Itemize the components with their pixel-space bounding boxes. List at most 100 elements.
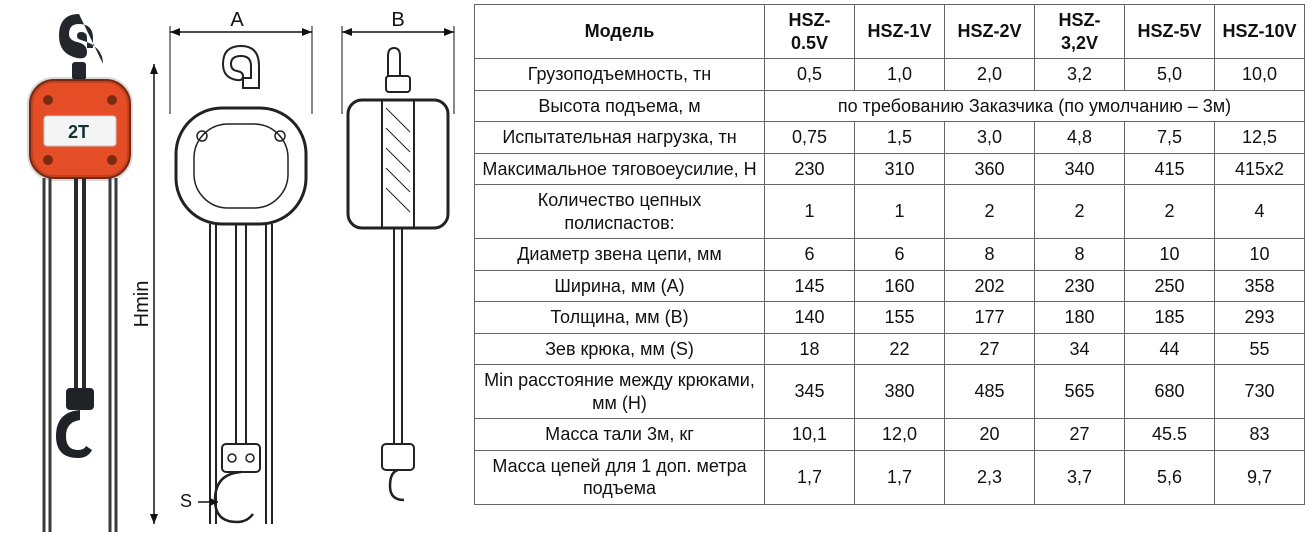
table-row: Толщина, мм (B)140155177180185293 — [475, 302, 1305, 334]
cell: 230 — [1035, 270, 1125, 302]
cell: 6 — [855, 239, 945, 271]
cell: 27 — [1035, 419, 1125, 451]
cell: 4,8 — [1035, 122, 1125, 154]
row-label: Грузоподъемность, тн — [475, 59, 765, 91]
row-label: Высота подъема, м — [475, 90, 765, 122]
cell: 155 — [855, 302, 945, 334]
col-model: Модель — [475, 5, 765, 59]
table-row: Масса тали 3м, кг10,112,0202745.583 — [475, 419, 1305, 451]
cell: 1 — [765, 185, 855, 239]
header-row: Модель HSZ-0.5V HSZ-1V HSZ-2V HSZ-3,2V H… — [475, 5, 1305, 59]
cell: 8 — [945, 239, 1035, 271]
dim-label-b: B — [391, 9, 404, 31]
dim-label-s: S — [180, 491, 192, 511]
cell: 22 — [855, 333, 945, 365]
cell: 358 — [1215, 270, 1305, 302]
cell: 10 — [1125, 239, 1215, 271]
cell: 565 — [1035, 365, 1125, 419]
row-label: Диаметр звена цепи, мм — [475, 239, 765, 271]
cell: 680 — [1125, 365, 1215, 419]
cell: 293 — [1215, 302, 1305, 334]
side-view: B — [342, 9, 454, 500]
cell: 380 — [855, 365, 945, 419]
row-label: Ширина, мм (A) — [475, 270, 765, 302]
table-row: Ширина, мм (A)145160202230250358 — [475, 270, 1305, 302]
cell: 45.5 — [1125, 419, 1215, 451]
col-hsz-3-2v: HSZ-3,2V — [1035, 5, 1125, 59]
table-row: Максимальное тяговоеусилие, Н23031036034… — [475, 153, 1305, 185]
table-row: Грузоподъемность, тн0,51,02,03,25,010,0 — [475, 59, 1305, 91]
cell: 180 — [1035, 302, 1125, 334]
cell: 250 — [1125, 270, 1215, 302]
cell: 1 — [855, 185, 945, 239]
cell: 1,7 — [765, 450, 855, 504]
row-label: Масса цепей для 1 доп. метра подъема — [475, 450, 765, 504]
cell: 5,6 — [1125, 450, 1215, 504]
cell: 12,5 — [1215, 122, 1305, 154]
cell: 55 — [1215, 333, 1305, 365]
col-hsz-5v: HSZ-5V — [1125, 5, 1215, 59]
cell: 7,5 — [1125, 122, 1215, 154]
row-label: Количество цепных полиспастов: — [475, 185, 765, 239]
cell: 2 — [1035, 185, 1125, 239]
cell: 730 — [1215, 365, 1305, 419]
col-hsz-10v: HSZ-10V — [1215, 5, 1305, 59]
cell: 3,7 — [1035, 450, 1125, 504]
cell: 345 — [765, 365, 855, 419]
table-row: Масса цепей для 1 доп. метра подъема1,71… — [475, 450, 1305, 504]
cell: 230 — [765, 153, 855, 185]
dim-label-a: A — [230, 9, 244, 31]
cell: 27 — [945, 333, 1035, 365]
cell: 2,0 — [945, 59, 1035, 91]
cell: 3,2 — [1035, 59, 1125, 91]
table-row: Min расстояние между крюками, мм (H)3453… — [475, 365, 1305, 419]
table-row: Зев крюка, мм (S)182227344455 — [475, 333, 1305, 365]
col-hsz-0-5v: HSZ-0.5V — [765, 5, 855, 59]
cell: 2,3 — [945, 450, 1035, 504]
cell: 202 — [945, 270, 1035, 302]
cell: 1,5 — [855, 122, 945, 154]
height-span-cell: по требованию Заказчика (по умолчанию – … — [765, 90, 1305, 122]
cell: 2 — [1125, 185, 1215, 239]
cell: 34 — [1035, 333, 1125, 365]
table-row: Высота подъема, мпо требованию Заказчика… — [475, 90, 1305, 122]
cell: 8 — [1035, 239, 1125, 271]
spec-table: Модель HSZ-0.5V HSZ-1V HSZ-2V HSZ-3,2V H… — [474, 4, 1305, 505]
cell: 0,5 — [765, 59, 855, 91]
cell: 185 — [1125, 302, 1215, 334]
cell: 12,0 — [855, 419, 945, 451]
row-label: Min расстояние между крюками, мм (H) — [475, 365, 765, 419]
cell: 340 — [1035, 153, 1125, 185]
col-hsz-2v: HSZ-2V — [945, 5, 1035, 59]
row-label: Испытательная нагрузка, тн — [475, 122, 765, 154]
cell: 3,0 — [945, 122, 1035, 154]
cell: 360 — [945, 153, 1035, 185]
cell: 9,7 — [1215, 450, 1305, 504]
cell: 485 — [945, 365, 1035, 419]
cell: 10,1 — [765, 419, 855, 451]
table-row: Диаметр звена цепи, мм66881010 — [475, 239, 1305, 271]
cell: 10,0 — [1215, 59, 1305, 91]
cell: 1,7 — [855, 450, 945, 504]
cell: 177 — [945, 302, 1035, 334]
cell: 415x2 — [1215, 153, 1305, 185]
hoist-diagram: 2T A — [4, 4, 466, 542]
row-label: Зев крюка, мм (S) — [475, 333, 765, 365]
cell: 140 — [765, 302, 855, 334]
front-view: A S — [170, 9, 312, 524]
col-hsz-1v: HSZ-1V — [855, 5, 945, 59]
row-label: Максимальное тяговоеусилие, Н — [475, 153, 765, 185]
table-row: Испытательная нагрузка, тн0,751,53,04,87… — [475, 122, 1305, 154]
table-row: Количество цепных полиспастов:112224 — [475, 185, 1305, 239]
dim-hmin: Hmin — [131, 64, 158, 524]
cell: 0,75 — [765, 122, 855, 154]
hoist-photo: 2T — [30, 14, 130, 532]
cell: 5,0 — [1125, 59, 1215, 91]
dim-label-hmin: Hmin — [131, 281, 153, 328]
cell: 83 — [1215, 419, 1305, 451]
cell: 145 — [765, 270, 855, 302]
cell: 20 — [945, 419, 1035, 451]
row-label: Масса тали 3м, кг — [475, 419, 765, 451]
cell: 415 — [1125, 153, 1215, 185]
cell: 1,0 — [855, 59, 945, 91]
